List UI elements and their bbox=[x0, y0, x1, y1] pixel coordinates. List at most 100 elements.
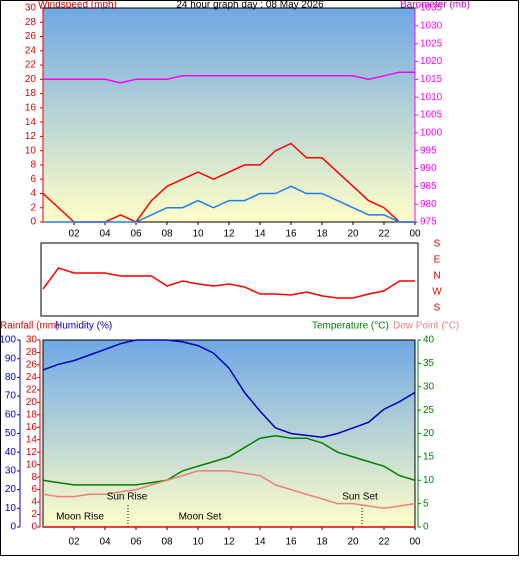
x-tick-label: 18 bbox=[316, 537, 328, 548]
y-tick-label: 985 bbox=[420, 181, 437, 192]
y-tick-label: 10 bbox=[26, 459, 38, 470]
x-tick-label: 14 bbox=[254, 537, 266, 548]
series-line bbox=[42, 435, 416, 486]
y-tick-label: 10 bbox=[5, 503, 17, 514]
y-tick-label: 26 bbox=[25, 31, 37, 42]
legend-entry: Dew Point (°C) bbox=[393, 321, 459, 332]
y-tick-label: 1020 bbox=[420, 56, 443, 67]
x-tick-label: 14 bbox=[254, 229, 266, 240]
x-tick-label: 18 bbox=[316, 229, 328, 240]
y-tick-label: 80 bbox=[5, 372, 17, 383]
direction-panel bbox=[40, 242, 419, 317]
series-line bbox=[42, 470, 416, 510]
x-tick-label: 04 bbox=[99, 229, 111, 240]
y-tick-label: 28 bbox=[26, 347, 38, 358]
y-tick-label: 0 bbox=[30, 217, 36, 228]
x-tick-label: 10 bbox=[192, 537, 204, 548]
x-tick-label: 02 bbox=[68, 229, 80, 240]
y-tick-label: 8 bbox=[30, 160, 36, 171]
y-tick-label: 1035 bbox=[420, 3, 443, 14]
legend-entry: Rainfall (mm) bbox=[0, 321, 59, 332]
y-tick-label: 18 bbox=[25, 88, 37, 99]
x-tick-label: 16 bbox=[285, 537, 297, 548]
y-tick-label: 30 bbox=[5, 466, 17, 477]
y-label: Windspeed (mph) bbox=[38, 0, 117, 11]
y-tick-label: 0 bbox=[423, 522, 429, 533]
y-tick-label: 980 bbox=[420, 199, 437, 210]
x-tick-label: 16 bbox=[285, 229, 297, 240]
y-tick-label: 0 bbox=[31, 522, 37, 533]
y-tick-label: 20 bbox=[423, 428, 435, 439]
x-tick-label: 12 bbox=[223, 537, 235, 548]
y2-label: Barometer (mb) bbox=[400, 0, 470, 11]
legend-entry: Temperature (°C) bbox=[312, 321, 389, 332]
y-tick-label: 8 bbox=[31, 472, 37, 483]
y-tick-label: 1025 bbox=[420, 38, 443, 49]
wind-panel bbox=[42, 7, 416, 223]
x-tick-label: 08 bbox=[161, 229, 173, 240]
y-tick-label: 14 bbox=[25, 117, 37, 128]
y-tick-label: 18 bbox=[26, 409, 38, 420]
y-tick-label: 20 bbox=[5, 484, 17, 495]
x-tick-label: 22 bbox=[378, 229, 390, 240]
y-tick-label: 100 bbox=[0, 335, 16, 346]
x-tick-label: 04 bbox=[99, 537, 111, 548]
chart-title: 24 hour graph day : 08 May 2026 bbox=[176, 0, 324, 11]
series-line bbox=[43, 71, 415, 84]
y-tick-label: 12 bbox=[26, 447, 38, 458]
y-tick-label: 35 bbox=[423, 358, 435, 369]
y-tick-label: 70 bbox=[5, 391, 17, 402]
y-tick-label: 1005 bbox=[420, 110, 443, 121]
x-tick-label: 20 bbox=[347, 229, 359, 240]
y-tick-label: S bbox=[434, 239, 441, 250]
y-tick-label: 6 bbox=[30, 174, 36, 185]
y-tick-label: 16 bbox=[25, 103, 37, 114]
x-tick-label: 08 bbox=[161, 537, 173, 548]
y-tick-label: 90 bbox=[5, 353, 17, 364]
y-tick-label: 10 bbox=[25, 145, 37, 156]
y-tick-label: 40 bbox=[5, 447, 17, 458]
y-tick-label: 20 bbox=[26, 397, 38, 408]
legend-entry: Humidity (%) bbox=[55, 321, 112, 332]
y-tick-label: 22 bbox=[25, 60, 37, 71]
y-tick-label: 975 bbox=[420, 217, 437, 228]
y-tick-label: 1030 bbox=[420, 20, 443, 31]
y-tick-label: 24 bbox=[26, 372, 38, 383]
y-tick-label: 30 bbox=[25, 3, 37, 14]
y-tick-label: 4 bbox=[30, 188, 36, 199]
y-tick-label: 2 bbox=[30, 202, 36, 213]
series-line bbox=[42, 339, 416, 438]
y-tick-label: 15 bbox=[423, 452, 435, 463]
series-line bbox=[43, 185, 415, 223]
x-tick-label: 12 bbox=[223, 229, 235, 240]
y-tick-label: 14 bbox=[26, 434, 38, 445]
y-tick-label: 1010 bbox=[420, 92, 443, 103]
y-tick-label: 4 bbox=[31, 497, 37, 508]
y-tick-label: 2 bbox=[31, 509, 37, 520]
y-tick-label: 26 bbox=[26, 360, 38, 371]
annotation: Moon Rise bbox=[56, 512, 104, 523]
y-tick-label: 5 bbox=[423, 498, 429, 509]
y-tick-label: 28 bbox=[25, 17, 37, 28]
y-tick-label: 40 bbox=[423, 335, 435, 346]
y-tick-label: 6 bbox=[31, 484, 37, 495]
annotation: Moon Set bbox=[179, 512, 222, 523]
y-tick-label: 1000 bbox=[420, 127, 443, 138]
y-tick-label: 1015 bbox=[420, 74, 443, 85]
x-tick-label: 20 bbox=[347, 537, 359, 548]
x-tick-label: 00 bbox=[409, 229, 421, 240]
annotation: Sun Rise bbox=[107, 492, 148, 503]
y-tick-label: 10 bbox=[423, 475, 435, 486]
temp-panel bbox=[42, 339, 416, 528]
y-tick-label: 20 bbox=[25, 74, 37, 85]
y-tick-label: N bbox=[433, 271, 440, 282]
y-tick-label: 24 bbox=[25, 45, 37, 56]
x-tick-label: 00 bbox=[409, 537, 421, 548]
y-tick-label: 16 bbox=[26, 422, 38, 433]
annotation: Sun Set bbox=[342, 492, 378, 503]
x-tick-label: 06 bbox=[130, 537, 142, 548]
y-tick-label: 30 bbox=[26, 335, 38, 346]
y-tick-label: 25 bbox=[423, 405, 435, 416]
y-tick-label: W bbox=[432, 287, 442, 298]
